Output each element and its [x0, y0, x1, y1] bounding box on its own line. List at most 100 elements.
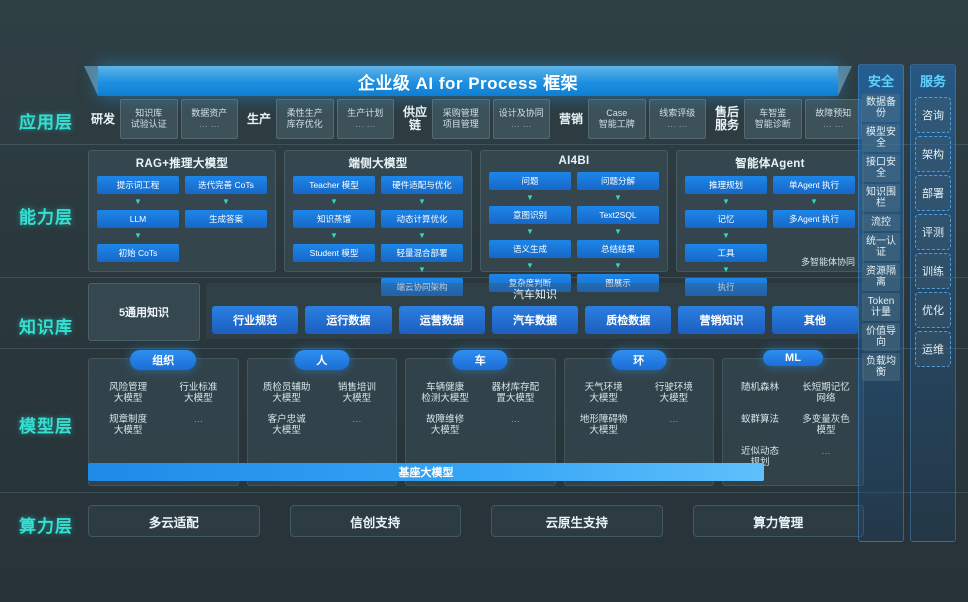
capability-node[interactable]: 端云协同架构 — [381, 278, 463, 296]
application-cell[interactable]: 采购管理 项目管理 — [432, 99, 490, 139]
model-cell[interactable]: 风险管理 大模型 — [109, 382, 148, 404]
capability-node[interactable]: Teacher 模型 — [293, 176, 375, 194]
capability-node[interactable]: Text2SQL — [577, 206, 659, 224]
application-cell[interactable]: 线索评级… … — [648, 99, 706, 139]
capability-node[interactable]: 多Agent 执行 — [773, 210, 855, 228]
model-cell[interactable]: … — [510, 414, 521, 425]
capability-node[interactable]: 提示词工程 — [97, 176, 179, 194]
application-cell[interactable]: 设计及协同… … — [492, 99, 550, 139]
service-item[interactable]: 优化 — [915, 292, 951, 328]
model-cell[interactable]: 客户忠诚 大模型 — [267, 414, 306, 436]
application-cell[interactable]: 车智鉴 智能诊断 — [744, 99, 802, 139]
model-cell[interactable]: … — [821, 446, 831, 457]
divider — [0, 144, 968, 145]
service-item[interactable]: 架构 — [915, 136, 951, 172]
security-item[interactable]: 价值导向 — [862, 323, 900, 351]
application-cell[interactable]: 故障预知… … — [804, 99, 862, 139]
flow-arrow-icon: ▼ — [526, 261, 534, 270]
capability-panel-title: AI4BI — [558, 155, 590, 167]
general-knowledge-box[interactable]: 5通用知识 — [88, 283, 200, 341]
application-cell[interactable]: 生产计划… … — [336, 99, 394, 139]
model-cell[interactable]: 质检员辅助 大模型 — [262, 382, 311, 404]
capability-node[interactable]: 硬件适配与优化 — [381, 176, 463, 194]
capability-node[interactable]: 执行 — [685, 278, 767, 296]
capability-node[interactable]: 记忆 — [685, 210, 767, 228]
application-cell[interactable]: 数据资产… … — [180, 99, 238, 139]
capability-panel-body: 问题 ▼ 意图识别 ▼ 语义生成 ▼ 复杂度判断 问题分解 ▼ Text2SQL ▼ 总结结果 ▼ 图展示 — [481, 167, 667, 292]
capability-node[interactable]: 迭代完善 CoTs — [185, 176, 267, 194]
application-cell[interactable]: 柔性生产 库存优化 — [276, 99, 334, 139]
capability-panel-body: 推理规划 ▼ 记忆 ▼ 工具 ▼ 执行 单Agent 执行 ▼ 多Agent 执行 — [677, 171, 863, 296]
model-cell[interactable]: 行业标准 大模型 — [179, 382, 218, 404]
capability-node[interactable]: 动态计算优化 — [381, 210, 463, 228]
application-cells: 知识库 试验认证 数据资产… … — [120, 99, 238, 139]
service-item[interactable]: 运维 — [915, 331, 951, 367]
model-cell[interactable]: 器材库存配 置大模型 — [491, 382, 540, 404]
model-cell[interactable]: … — [193, 414, 204, 425]
capability-node[interactable]: 轻量混合部署 — [381, 244, 463, 262]
knowledge-cell[interactable]: 营销知识 — [678, 306, 765, 334]
knowledge-cell[interactable]: 质检数据 — [585, 306, 672, 334]
model-cell[interactable]: 天气环境 大模型 — [584, 382, 623, 404]
knowledge-cell[interactable]: 运营数据 — [398, 306, 485, 334]
service-item[interactable]: 训练 — [915, 253, 951, 289]
security-item[interactable]: 流控 — [862, 214, 900, 231]
capability-node[interactable]: 图展示 — [577, 274, 659, 292]
security-item[interactable]: 数据备份 — [862, 94, 900, 122]
capability-column: 单Agent 执行 ▼ 多Agent 执行 — [773, 176, 855, 296]
model-cell[interactable]: 行驶环境 大模型 — [654, 382, 693, 404]
capability-node[interactable]: 问题分解 — [577, 172, 659, 190]
capability-node[interactable]: 推理规划 — [685, 176, 767, 194]
security-item[interactable]: Token 计量 — [862, 293, 900, 321]
model-cell[interactable]: 故障维修 大模型 — [426, 414, 465, 436]
compute-cell[interactable]: 多云适配 — [88, 505, 260, 537]
service-item[interactable]: 咨询 — [915, 97, 951, 133]
application-cells: 车智鉴 智能诊断 故障预知… … — [744, 99, 862, 139]
layer-label-knowledge: 知识库 — [19, 318, 73, 337]
capability-node[interactable]: 单Agent 执行 — [773, 176, 855, 194]
capability-node[interactable]: 工具 — [685, 244, 767, 262]
capability-node[interactable]: 复杂度判断 — [489, 274, 571, 292]
security-item[interactable]: 接口安全 — [862, 154, 900, 182]
capability-node[interactable]: 问题 — [489, 172, 571, 190]
knowledge-cell[interactable]: 行业规范 — [212, 306, 299, 334]
divider — [0, 492, 968, 493]
model-cell[interactable]: 销售培训 大模型 — [337, 382, 376, 404]
knowledge-cell[interactable]: 汽车数据 — [491, 306, 579, 334]
capability-node[interactable]: 初始 CoTs — [97, 244, 179, 262]
security-item[interactable]: 知识围栏 — [862, 184, 900, 212]
compute-cell[interactable]: 算力管理 — [692, 505, 864, 537]
knowledge-layer-row: 5通用知识 汽车知识 行业规范 运行数据 运营数据 汽车数据 质检数据 营销知识 其他 — [88, 283, 864, 343]
security-item[interactable]: 负载均衡 — [862, 353, 900, 381]
compute-cell[interactable]: 信创支持 — [289, 505, 461, 537]
knowledge-cell[interactable]: 运行数据 — [305, 306, 392, 334]
capability-column: 提示词工程 ▼ LLM ▼ 初始 CoTs — [97, 176, 179, 262]
security-item[interactable]: 模型安全 — [862, 124, 900, 152]
capability-node[interactable]: 生成答案 — [185, 210, 267, 228]
service-item[interactable]: 部署 — [915, 175, 951, 211]
model-cell[interactable]: … — [352, 414, 362, 425]
knowledge-cell[interactable]: 其他 — [771, 306, 858, 334]
model-cell[interactable]: 车辆健康 检测大模型 — [421, 382, 469, 404]
model-cell[interactable]: 规章制度 大模型 — [109, 414, 148, 436]
model-cell[interactable]: 长短期记忆 网络 — [802, 382, 850, 404]
model-cell[interactable]: 蚁群算法 — [740, 414, 779, 425]
security-item[interactable]: 资源隔离 — [862, 263, 900, 291]
model-cell[interactable]: 随机森林 — [740, 382, 779, 393]
model-cell[interactable]: 地形障碍物 大模型 — [579, 414, 628, 436]
capability-node[interactable]: Student 模型 — [293, 244, 375, 262]
application-cell-bottom: 项目管理 — [442, 119, 479, 129]
capability-node[interactable]: 知识蒸馏 — [293, 210, 375, 228]
capability-node[interactable]: LLM — [97, 210, 179, 228]
model-cell[interactable]: 多变量灰色 模型 — [802, 414, 850, 436]
compute-cell[interactable]: 云原生支持 — [491, 505, 663, 537]
service-item[interactable]: 评测 — [915, 214, 951, 250]
model-cell[interactable]: … — [669, 414, 679, 425]
security-item[interactable]: 统一认证 — [862, 233, 900, 261]
capability-node[interactable]: 意图识别 — [489, 206, 571, 224]
model-cell[interactable]: 近似动态 规划 — [740, 446, 779, 468]
capability-node[interactable]: 语义生成 — [489, 240, 571, 258]
application-cell[interactable]: 知识库 试验认证 — [120, 99, 178, 139]
application-cell[interactable]: Case 智能工牌 — [588, 99, 646, 139]
capability-node[interactable]: 总结结果 — [577, 240, 659, 258]
